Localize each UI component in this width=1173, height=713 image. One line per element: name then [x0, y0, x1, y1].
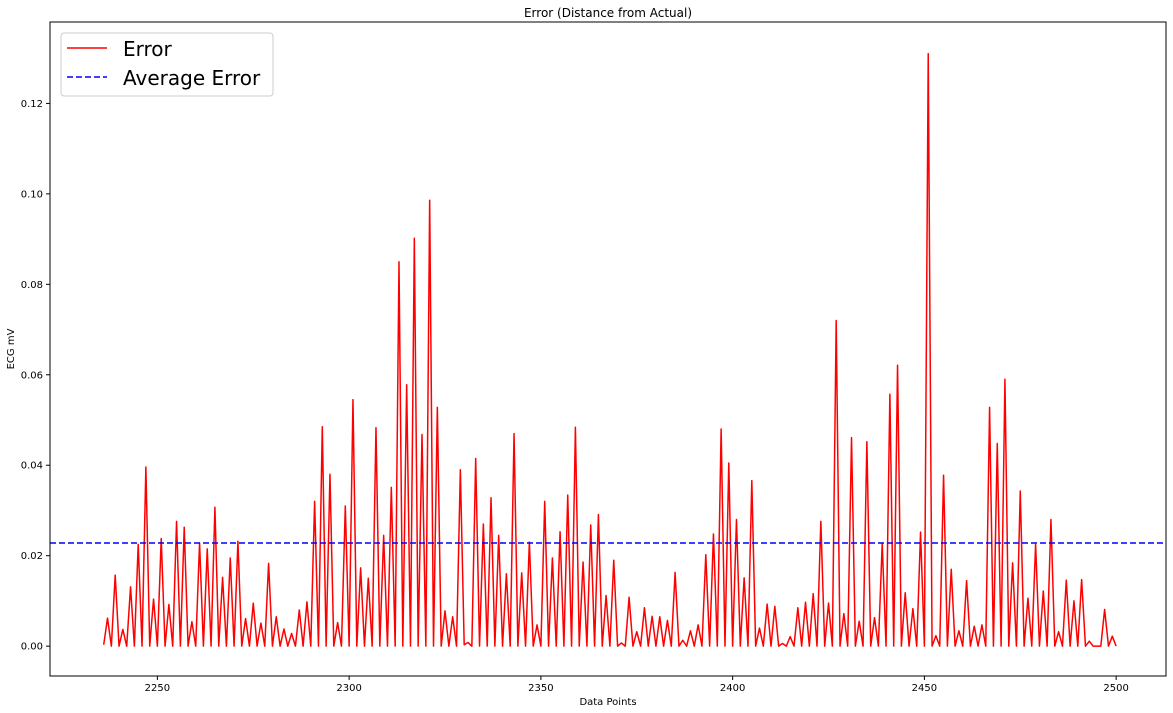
y-axis-label: ECG mV — [6, 328, 17, 369]
x-tick-label: 2350 — [528, 683, 553, 694]
error-series-line — [102, 52, 1117, 647]
series-layer — [50, 52, 1166, 647]
y-tick-label: 0.02 — [21, 551, 43, 562]
legend-error-label: Error — [123, 37, 173, 61]
y-tick-label: 0.04 — [21, 461, 43, 472]
axis-ticks: 2250 2300 2350 2400 2450 2500 0.00 0.02 0.04 0.06… — [21, 99, 1129, 694]
y-tick-label: 0.08 — [21, 280, 43, 291]
x-tick-label: 2400 — [720, 683, 745, 694]
x-tick-label: 2450 — [912, 683, 937, 694]
legend: Error Average Error — [60, 32, 274, 97]
y-tick-label: 0.00 — [21, 642, 43, 653]
plot-frame — [49, 21, 1167, 677]
y-tick-label: 0.12 — [21, 99, 43, 110]
y-tick-label: 0.06 — [21, 370, 43, 381]
x-tick-label: 2300 — [336, 683, 361, 694]
x-tick-label: 2500 — [1103, 683, 1128, 694]
x-tick-label: 2250 — [145, 683, 170, 694]
x-axis-label: Data Points — [579, 697, 636, 708]
legend-average-label: Average Error — [123, 66, 261, 90]
chart-title: Error (Distance from Actual) — [524, 6, 692, 20]
y-tick-label: 0.10 — [21, 189, 43, 200]
legend-box — [60, 32, 274, 97]
